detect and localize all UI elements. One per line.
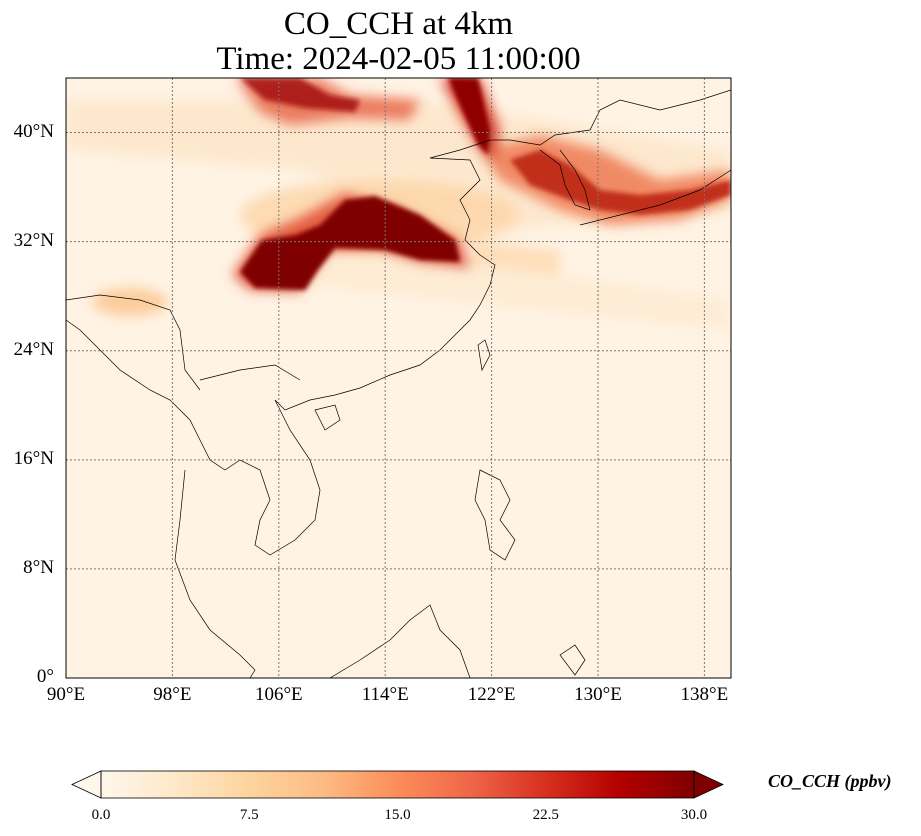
korea-peninsula-outline bbox=[539, 149, 591, 211]
inland-border-west bbox=[66, 294, 201, 391]
plume-core-central-china bbox=[240, 196, 460, 290]
colorbar-extend-min bbox=[71, 770, 102, 799]
gridlines bbox=[66, 78, 731, 678]
colorbar-tick-label: 15.0 bbox=[384, 807, 411, 823]
plume-layer bbox=[232, 78, 731, 292]
china-coastline bbox=[274, 89, 731, 411]
japan-outline bbox=[579, 169, 731, 226]
y-tick-label: 16°N bbox=[13, 447, 54, 469]
map-frame bbox=[65, 77, 732, 679]
colorbar-body bbox=[101, 771, 694, 798]
colorbar-tick-label: 22.5 bbox=[532, 807, 559, 823]
x-tick-label: 90°E bbox=[46, 684, 86, 705]
y-tick-label: 0° bbox=[36, 666, 54, 687]
colorbar-extend-max bbox=[693, 770, 724, 799]
colorbar-tick-label: 0.0 bbox=[91, 807, 111, 823]
x-tick-label: 106°E bbox=[254, 684, 303, 705]
diffuse-patch-west bbox=[92, 288, 168, 316]
x-tick-label: 114°E bbox=[361, 684, 409, 705]
inland-border-laos bbox=[199, 364, 301, 381]
plume-core-northwest bbox=[240, 78, 360, 112]
taiwan-outline bbox=[477, 339, 491, 372]
y-tick-label: 32°N bbox=[13, 229, 54, 251]
colorbar bbox=[71, 770, 724, 799]
y-tick-label: 40°N bbox=[13, 120, 54, 142]
diffuse-band-mid bbox=[250, 230, 731, 330]
colorbar-tick-label: 7.5 bbox=[239, 807, 259, 823]
map-area bbox=[66, 78, 731, 678]
coastlines-and-borders bbox=[66, 89, 731, 678]
plume-core-north bbox=[448, 78, 490, 155]
philippines-outline bbox=[474, 469, 516, 561]
sulawesi-outline bbox=[559, 644, 586, 676]
malay-peninsula-outline bbox=[174, 469, 256, 678]
indochina-outline bbox=[66, 319, 321, 556]
x-tick-label: 98°E bbox=[153, 684, 192, 705]
colorbar-frame bbox=[100, 770, 695, 799]
borneo-outline bbox=[329, 604, 471, 678]
diffuse-patch-coast bbox=[470, 240, 560, 275]
y-tick-label: 8°N bbox=[23, 556, 54, 578]
y-tick-label: 24°N bbox=[13, 338, 54, 360]
colorbar-tick-label: 30.0 bbox=[680, 807, 708, 823]
map-title: CO_CCH at 4km bbox=[283, 6, 514, 42]
colorbar-label: CO_CCH (ppbv) bbox=[768, 771, 892, 791]
map-subtitle-time: Time: 2024-02-05 11:00:00 bbox=[216, 41, 581, 77]
x-tick-label: 138°E bbox=[680, 684, 729, 705]
x-tick-label: 122°E bbox=[467, 684, 516, 705]
hainan-outline bbox=[314, 404, 341, 431]
x-tick-label: 130°E bbox=[574, 684, 622, 705]
